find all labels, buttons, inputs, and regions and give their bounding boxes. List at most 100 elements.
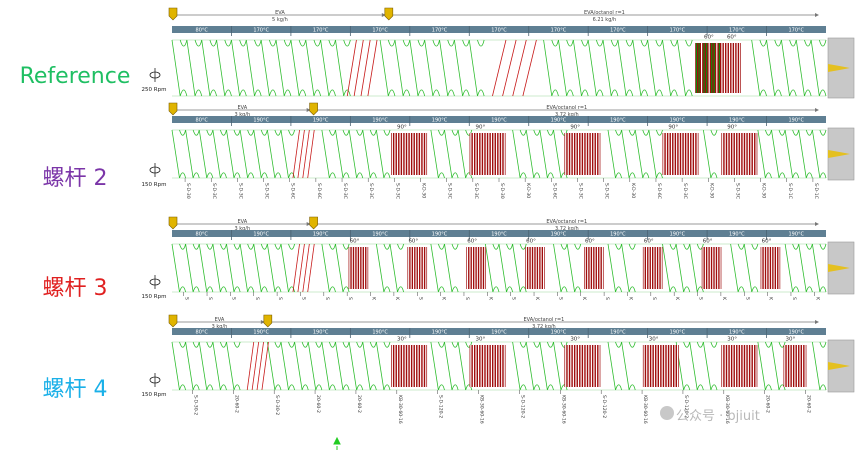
temperature-bar <box>172 116 826 123</box>
zone-temperature: 80°C <box>196 28 209 34</box>
conveying-element <box>730 243 745 293</box>
zone-temperature: 190°C <box>610 330 626 336</box>
element-code: S-D-3C <box>473 183 479 199</box>
conveying-element <box>539 341 554 391</box>
element-code: K <box>581 297 587 301</box>
conveying-element <box>280 341 296 391</box>
screw-speed: 150 Rpm <box>141 182 167 188</box>
element-code: S-D-30 <box>499 183 505 199</box>
element-code: K-D-30 <box>708 183 714 198</box>
feed-hopper-icon <box>263 314 273 328</box>
stagger-angle-label: 30° <box>727 337 737 343</box>
conveying-element <box>757 129 772 179</box>
temperature-bar <box>172 230 826 237</box>
conveying-element <box>430 243 445 293</box>
reverse-element <box>246 341 255 391</box>
arrow-head-icon <box>815 320 819 324</box>
zone-temperature: 170°C <box>788 28 804 34</box>
conveying-element <box>512 129 527 179</box>
element-code: S-D-120-2 <box>438 395 444 418</box>
stagger-angle-label: 90° <box>475 125 485 131</box>
reverse-element <box>251 341 260 391</box>
reverse-element <box>256 341 264 391</box>
conveying-element <box>212 341 227 391</box>
conveying-element <box>811 129 827 179</box>
reverse-element <box>492 39 507 97</box>
conveying-element <box>766 39 782 97</box>
kneading-block <box>469 345 506 387</box>
zone-temperature: 190°C <box>313 330 329 336</box>
element-code: S-D-6C <box>551 183 557 199</box>
kneading-block <box>642 247 663 289</box>
zone-temperature: 170°C <box>551 28 567 34</box>
conveying-element <box>348 129 364 179</box>
zone-temperature: 170°C <box>670 28 686 34</box>
conveying-element <box>424 39 440 97</box>
zone-temperature: 190°C <box>610 118 626 124</box>
element-code: S-D-3C <box>264 183 270 199</box>
element-code: S-D-6C <box>316 183 322 199</box>
zone-temperature: 190°C <box>372 118 388 124</box>
conveying-element <box>784 129 800 179</box>
conveying-element <box>171 129 187 179</box>
element-code: 20-60-2 <box>806 395 812 413</box>
conveying-element <box>375 243 391 293</box>
conveying-element <box>512 243 527 293</box>
zone-temperature: 190°C <box>788 330 804 336</box>
stagger-angle-label: 60° <box>585 239 595 245</box>
conveying-element <box>171 243 187 293</box>
feed-hopper-icon <box>384 7 394 21</box>
element-code: S <box>698 297 704 300</box>
conveying-element <box>275 39 292 97</box>
element-code: K-D-30 <box>525 183 531 198</box>
conveying-element <box>602 39 619 97</box>
conveying-element <box>185 243 200 293</box>
zone-temperature: 190°C <box>670 118 686 124</box>
conveying-element <box>525 341 541 391</box>
element-code: S-D-1C <box>813 183 819 199</box>
element-code: KB-30-60-16 <box>642 395 648 424</box>
kneading-block <box>721 345 758 387</box>
element-code: S-D-120-2 <box>519 395 525 418</box>
kneading-block <box>391 133 428 175</box>
conveying-element <box>632 39 649 97</box>
feed-hopper-icon <box>168 314 178 328</box>
conveying-element <box>280 243 296 293</box>
conveying-element <box>621 129 636 179</box>
element-code: KB-30-60-16 <box>724 395 730 424</box>
zone-temperature: 190°C <box>313 232 329 238</box>
conveying-element <box>266 129 282 179</box>
conveying-element <box>379 39 396 97</box>
conveying-element <box>457 129 473 179</box>
element-code: S <box>791 297 797 300</box>
reverse-element <box>302 243 310 293</box>
conveying-element <box>362 129 377 179</box>
conveying-element <box>607 341 623 391</box>
conveying-element <box>212 243 227 293</box>
zone-temperature: 190°C <box>551 232 567 238</box>
kneading-block <box>564 133 601 175</box>
conveying-element <box>266 243 282 293</box>
reverse-element <box>297 243 305 293</box>
watermark-text: 公众号 · bjiuit <box>676 409 760 424</box>
kneading-block <box>662 133 699 175</box>
screw-speed: 150 Rpm <box>141 294 167 300</box>
element-code: S <box>557 297 563 300</box>
conveying-element <box>307 341 323 391</box>
kneading-block <box>701 247 722 289</box>
feed-name: EVA <box>237 105 247 111</box>
conveying-element <box>266 341 282 391</box>
feed-hopper-icon <box>309 102 318 116</box>
reverse-element <box>346 39 357 97</box>
element-code: S-D-120-2 <box>601 395 607 418</box>
die-outlet-icon <box>828 264 850 272</box>
conveying-element <box>171 341 187 391</box>
conveying-element <box>558 39 574 97</box>
conveying-element <box>186 39 203 97</box>
conveying-element <box>335 243 350 293</box>
conveying-element <box>743 243 759 293</box>
conveying-element <box>375 129 391 179</box>
zone-temperature: 170°C <box>491 28 507 34</box>
feed-hopper-icon <box>168 102 178 116</box>
